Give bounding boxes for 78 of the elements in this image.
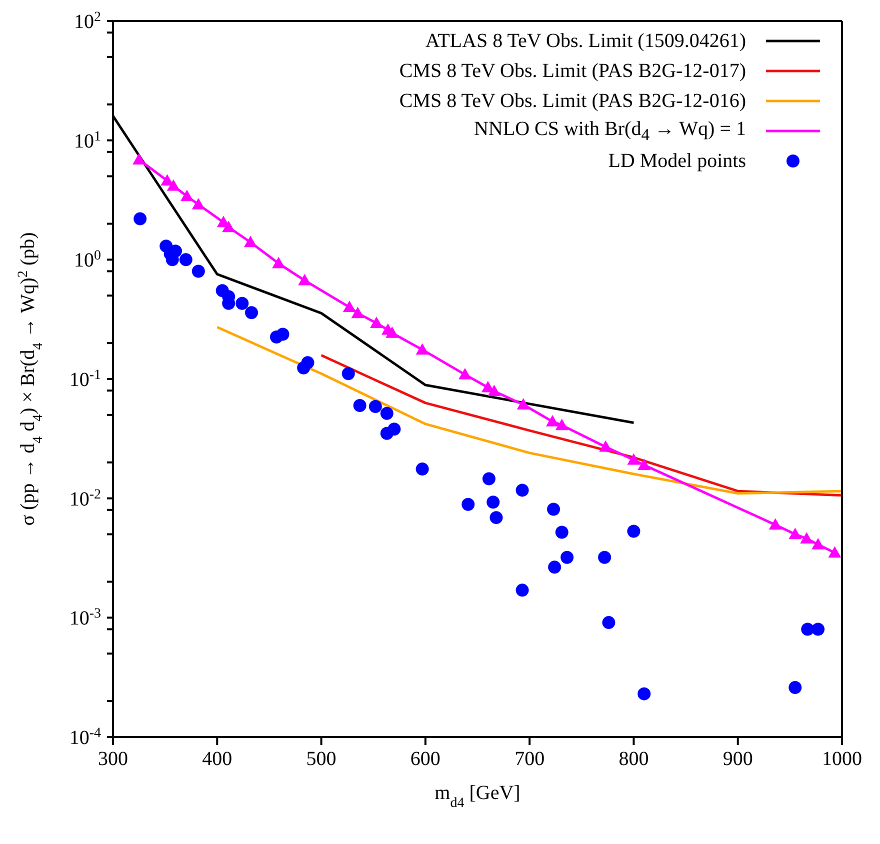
point <box>272 256 286 268</box>
point <box>298 274 312 286</box>
y-tick-label: 10$^{-3}$ <box>69 606 101 630</box>
x-tick-label: 1000 <box>822 748 862 770</box>
point <box>812 538 825 550</box>
legend-label: NNLO CS with Br(d$_{4}$ → Wq) = 1 <box>474 118 746 144</box>
x-tick-label: 500 <box>306 748 336 770</box>
point <box>166 179 180 191</box>
point <box>245 306 258 320</box>
point <box>160 174 174 186</box>
point <box>516 584 529 597</box>
point <box>351 306 364 318</box>
point <box>638 687 651 700</box>
point <box>516 398 530 410</box>
point <box>386 326 399 338</box>
point <box>192 264 205 278</box>
point <box>462 498 475 511</box>
point <box>342 367 355 380</box>
point <box>516 484 529 497</box>
point <box>179 253 192 266</box>
y-tick-label: 10$^{-2}$ <box>69 486 101 510</box>
x-tick-label: 900 <box>722 748 753 770</box>
point <box>490 511 503 524</box>
x-tick-label: 600 <box>410 748 440 770</box>
point <box>602 616 616 630</box>
y-tick-label: 10$^{-4}$ <box>69 726 101 749</box>
point <box>236 296 249 310</box>
point <box>488 384 501 396</box>
point <box>788 528 802 540</box>
point <box>222 220 236 232</box>
point <box>342 300 356 312</box>
point <box>134 212 147 226</box>
y-tick-label: 10$^{0}$ <box>74 248 101 272</box>
x-tick-label: 300 <box>98 748 128 770</box>
point <box>546 415 559 426</box>
x-tick-label: 700 <box>514 748 545 770</box>
point <box>416 462 429 476</box>
point <box>800 532 814 544</box>
x-tick-label: 400 <box>202 748 232 770</box>
point <box>458 368 472 380</box>
point <box>547 502 560 516</box>
point <box>276 328 290 341</box>
point <box>416 343 429 355</box>
point <box>180 190 194 202</box>
point <box>370 316 383 328</box>
point <box>627 453 640 465</box>
point <box>132 153 146 164</box>
point <box>301 356 314 370</box>
legend-label: LD Model points <box>608 150 746 172</box>
point <box>555 526 568 539</box>
point <box>486 496 500 509</box>
point <box>548 560 562 574</box>
point <box>638 458 651 470</box>
point <box>598 550 612 564</box>
point <box>192 198 205 210</box>
point <box>768 518 782 530</box>
y-tick-label: 10$^{1}$ <box>74 128 101 152</box>
point <box>244 236 257 248</box>
x-tick-label: 800 <box>618 748 649 770</box>
point <box>812 622 825 636</box>
point <box>788 680 802 694</box>
legend-label: ATLAS 8 TeV Obs. Limit (1509.04261) <box>425 30 746 52</box>
legend-label: CMS 8 TeV Obs. Limit (PAS B2G-12-016) <box>399 90 746 112</box>
point <box>599 440 612 452</box>
point <box>560 550 574 564</box>
point <box>482 472 496 486</box>
point <box>368 400 382 414</box>
point <box>380 406 394 420</box>
point <box>555 418 568 430</box>
point <box>388 422 401 436</box>
y-tick-label: 10$^{2}$ <box>74 10 101 33</box>
point <box>828 546 842 558</box>
legend-label: CMS 8 TeV Obs. Limit (PAS B2G-12-017) <box>399 60 746 82</box>
x-axis-title: m$_{d4}$ [GeV] <box>434 782 520 810</box>
y-tick-label: 10$^{-1}$ <box>69 368 101 391</box>
point <box>353 398 366 412</box>
line-series <box>216 326 842 495</box>
point <box>627 524 640 538</box>
